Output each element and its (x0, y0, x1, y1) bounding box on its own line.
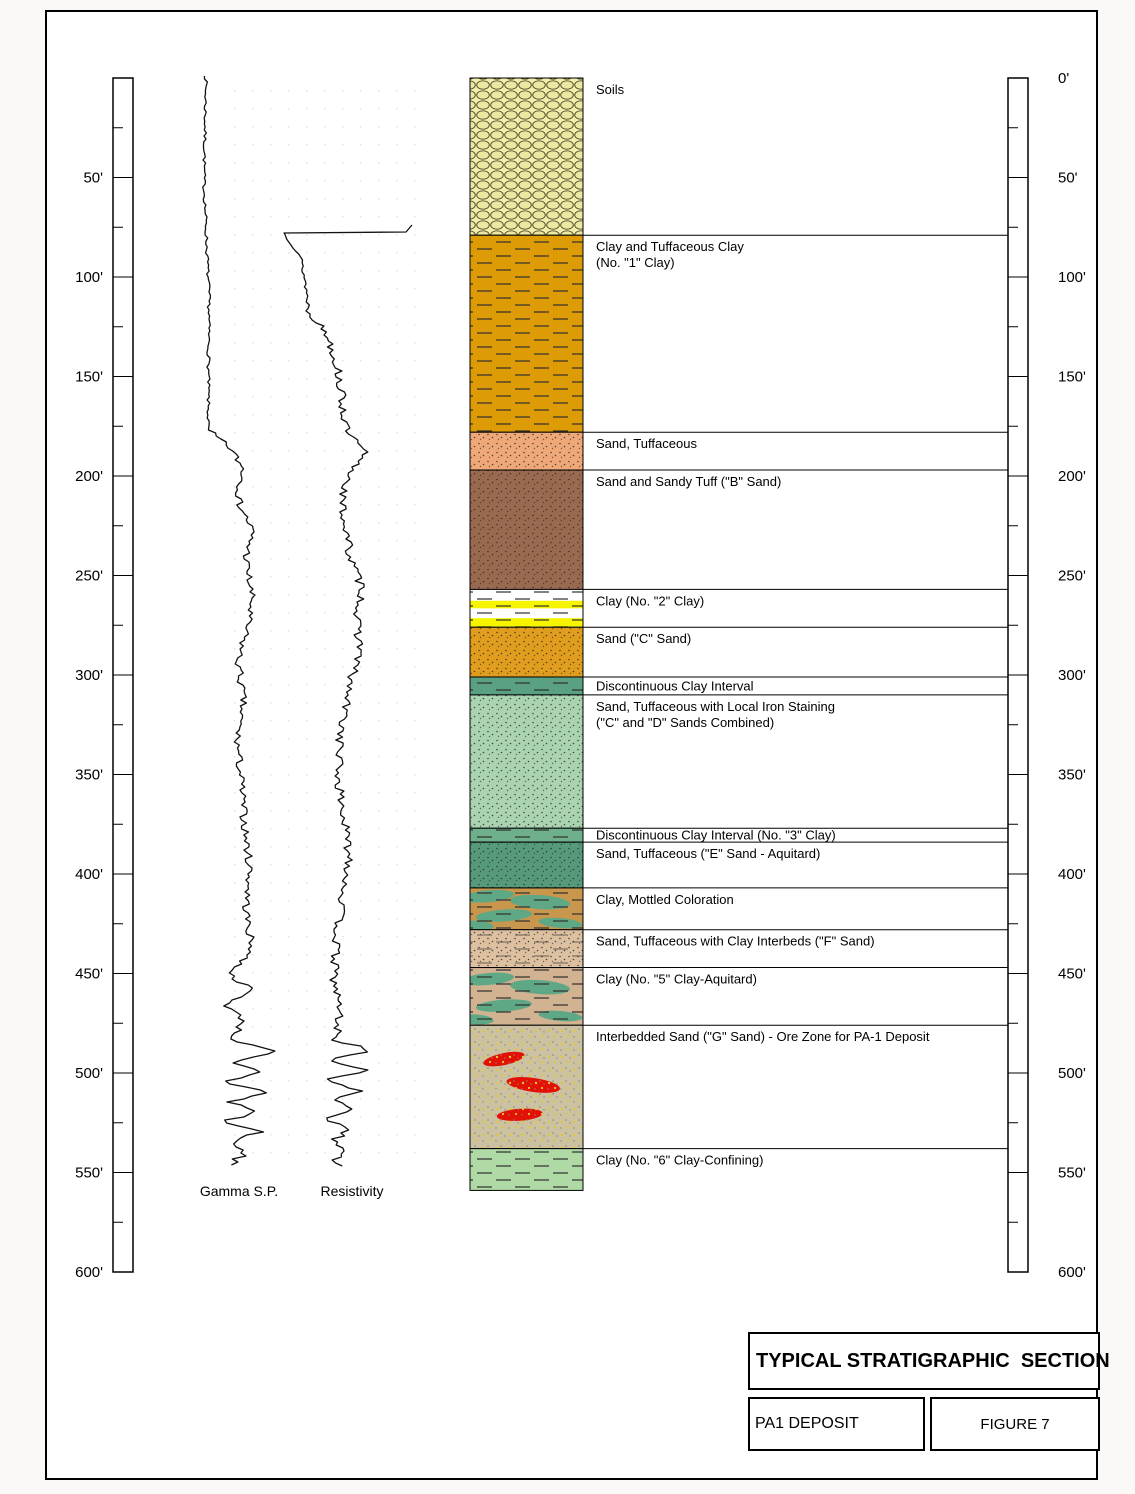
depth-label-left: 600' (75, 1264, 103, 1281)
title-text: TYPICAL STRATIGRAPHIC SECTION (756, 1349, 1110, 1372)
depth-label-left: 450' (75, 966, 103, 983)
layer-label: Discontinuous Clay Interval (No. "3" Cla… (596, 828, 836, 843)
layer-label: Sand, Tuffaceous with Clay Interbeds ("F… (596, 934, 875, 949)
title-block: TYPICAL STRATIGRAPHIC SECTION PA1 DEPOSI… (748, 1332, 1110, 1451)
depth-label-left: 150' (75, 369, 103, 386)
strat-layer: Sand, Tuffaceous ("E" Sand - Aquitard) (469, 841, 1008, 889)
strat-layer: Sand, Tuffaceous with Local Iron Stainin… (469, 694, 1008, 829)
gamma-sp-label: Gamma S.P. (199, 1183, 279, 1199)
strat-layer: Clay (No. "6" Clay-Confining) (469, 1148, 1008, 1191)
layer-label: Clay (No. "5" Clay-Aquitard) (596, 972, 757, 987)
depth-label-right: 300' (1058, 667, 1086, 684)
depth-label-left: 500' (75, 1065, 103, 1082)
depth-label-right: 150' (1058, 369, 1086, 386)
layer-label: Clay and Tuffaceous Clay (No. "1" Clay) (596, 239, 744, 270)
depth-scale-right (1007, 77, 1029, 1273)
depth-label-left: 400' (75, 866, 103, 883)
depth-label-right: 50' (1058, 170, 1078, 187)
layer-label: Soils (596, 82, 625, 97)
depth-label-left: 200' (75, 468, 103, 485)
depth-label-left: 350' (75, 767, 103, 784)
strat-layer: Clay (No. "5" Clay-Aquitard) (469, 967, 1008, 1026)
strat-layer: Discontinuous Clay Interval (469, 676, 1008, 696)
strat-layer: Interbedded Sand ("G" Sand) - Ore Zone f… (469, 1024, 1008, 1150)
layer-label: Clay (No. "2" Clay) (596, 593, 704, 608)
depth-label-left: 50' (83, 170, 103, 187)
depth-label-left: 250' (75, 568, 103, 585)
strat-layer: Discontinuous Clay Interval (No. "3" Cla… (469, 828, 1008, 843)
depth-label-right: 550' (1058, 1165, 1086, 1182)
strat-layer: Sand ("C" Sand) (469, 626, 1008, 678)
depth-label-right: 0' (1058, 70, 1069, 87)
layer-label: Sand, Tuffaceous ("E" Sand - Aquitard) (596, 846, 820, 861)
strat-layer: Clay (No. "2" Clay) (469, 588, 1008, 628)
title-box: TYPICAL STRATIGRAPHIC SECTION (748, 1332, 1110, 1390)
layer-label: Sand, Tuffaceous with Local Iron Stainin… (596, 699, 835, 730)
deposit-text: PA1 DEPOSIT (755, 1415, 859, 1432)
resistivity-label: Resistivity (320, 1183, 384, 1199)
strat-layer: Sand, Tuffaceous (469, 431, 1008, 471)
strat-layer: Sand and Sandy Tuff ("B" Sand) (469, 469, 1008, 590)
title-block-row: PA1 DEPOSIT FIGURE 7 (748, 1397, 1100, 1451)
depth-label-right: 100' (1058, 269, 1086, 286)
layer-label: Interbedded Sand ("G" Sand) - Ore Zone f… (596, 1029, 930, 1044)
layer-label: Clay, Mottled Coloration (596, 892, 734, 907)
log-grid (228, 80, 416, 1170)
resistivity-curve (283, 224, 413, 1167)
layer-label: Sand and Sandy Tuff ("B" Sand) (596, 474, 781, 489)
layer-label: Clay (No. "6" Clay-Confining) (596, 1153, 763, 1168)
depth-label-right: 450' (1058, 966, 1086, 983)
figure-box: FIGURE 7 (930, 1397, 1100, 1451)
strat-layer: Clay, Mottled Coloration (469, 887, 1008, 931)
strat-layer: Soils (469, 77, 625, 236)
deposit-box: PA1 DEPOSIT (748, 1397, 925, 1451)
depth-label-right: 400' (1058, 866, 1086, 883)
depth-scale-left (112, 77, 134, 1273)
figure-text: FIGURE 7 (980, 1415, 1050, 1433)
depth-label-right: 200' (1058, 468, 1086, 485)
layer-label: Sand ("C" Sand) (596, 631, 691, 646)
depth-label-left: 100' (75, 269, 103, 286)
layer-label: Sand, Tuffaceous (596, 436, 697, 451)
depth-label-right: 350' (1058, 767, 1086, 784)
gamma-sp-curve (202, 75, 276, 1166)
depth-label-right: 600' (1058, 1264, 1086, 1281)
strat-layer: Clay and Tuffaceous Clay (No. "1" Clay) (469, 234, 1008, 433)
layer-label: Discontinuous Clay Interval (596, 678, 754, 693)
depth-label-left: 550' (75, 1165, 103, 1182)
depth-label-right: 250' (1058, 568, 1086, 585)
strat-layer: Sand, Tuffaceous with Clay Interbeds ("F… (469, 929, 1008, 969)
depth-label-right: 500' (1058, 1065, 1086, 1082)
depth-label-left: 300' (75, 667, 103, 684)
